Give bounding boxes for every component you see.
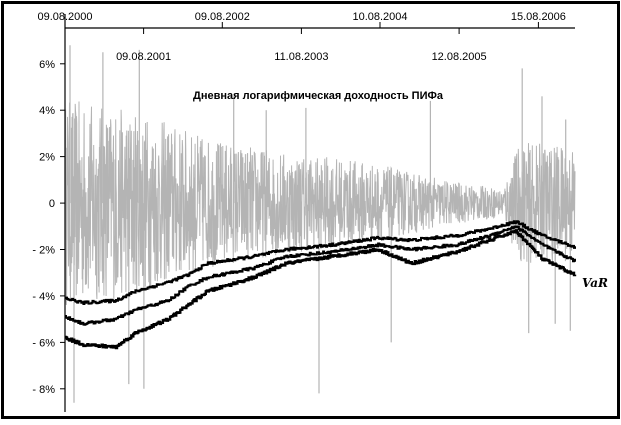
y-tick-label: - 4%: [32, 291, 55, 303]
x-tick-label-top: 09.08.2000: [37, 11, 92, 23]
y-tick-label: 4%: [39, 105, 55, 117]
y-tick-label: - 8%: [32, 384, 55, 396]
x-tick-label-bottom: 11.08.2003: [274, 51, 328, 63]
var-line-1: [65, 220, 576, 305]
y-tick-label: 2%: [39, 152, 55, 164]
x-tick-label-top: 10.08.2004: [352, 11, 407, 23]
chart-title: Дневная логарифмическая доходность ПИФа: [193, 90, 444, 102]
returns-line: [64, 101, 576, 306]
var-layer: [64, 220, 577, 350]
returns-layer: [64, 45, 576, 403]
var-annotation: VaR: [582, 276, 608, 290]
x-tick-label-bottom: 09.08.2001: [116, 51, 171, 63]
x-tick-label-top: 09.08.2002: [195, 11, 250, 23]
x-tick-label-bottom: 12.08.2005: [432, 51, 487, 63]
x-tick-label-top: 15.08.2006: [511, 11, 566, 23]
var-line-2: [65, 225, 576, 326]
y-tick-label: 6%: [39, 59, 55, 71]
axes-layer: 6% 4% 2% 0 - 2% - 4% - 6% - 8% 09.08.2000 09.08.2…: [32, 11, 575, 412]
y-tick-label: - 6%: [32, 337, 55, 349]
var-line-3: [64, 229, 577, 350]
y-tick-label: 0: [49, 198, 55, 210]
y-tick-label: - 2%: [32, 245, 55, 257]
